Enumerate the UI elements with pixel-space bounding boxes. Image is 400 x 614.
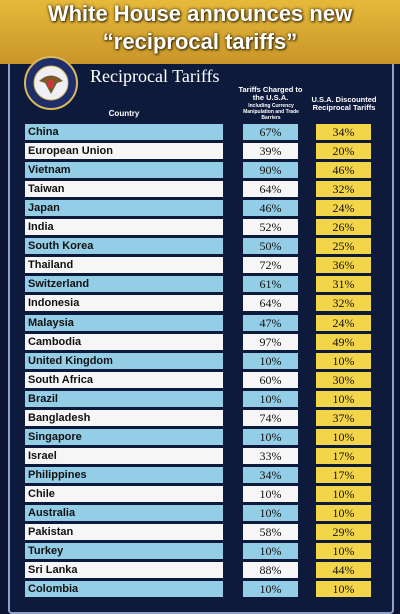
reciprocal-tariff-cell: 46% xyxy=(316,162,371,179)
country-cell: South Africa xyxy=(25,371,223,388)
reciprocal-tariff-cell: 29% xyxy=(316,524,371,541)
reciprocal-tariff-cell: 36% xyxy=(316,257,371,274)
country-cell: Taiwan xyxy=(25,181,223,198)
reciprocal-tariff-cell: 26% xyxy=(316,219,371,236)
tariff-charged-cell: 34% xyxy=(243,466,298,483)
tariff-charged-cell: 74% xyxy=(243,409,298,426)
reciprocal-tariff-cell: 20% xyxy=(316,143,371,160)
country-cell: Sri Lanka xyxy=(25,562,223,579)
reciprocal-tariff-cell: 31% xyxy=(316,276,371,293)
country-cell: South Korea xyxy=(25,238,223,255)
tariff-charged-cell: 46% xyxy=(243,200,298,217)
reciprocal-tariff-cell: 37% xyxy=(316,409,371,426)
reciprocal-tariff-cell: 32% xyxy=(316,295,371,312)
reciprocal-tariff-cell: 25% xyxy=(316,238,371,255)
country-cell: China xyxy=(25,124,223,140)
tariff-charged-cell: 60% xyxy=(243,371,298,388)
country-cell: Bangladesh xyxy=(25,409,223,426)
title-line: White House announces new xyxy=(47,1,353,26)
reciprocal-tariff-cell: 17% xyxy=(316,447,371,464)
reciprocal-tariff-cell: 34% xyxy=(316,124,371,140)
tariff-charged-cell: 97% xyxy=(243,333,298,350)
country-cell: Pakistan xyxy=(25,524,223,541)
panel-title: Reciprocal Tariffs xyxy=(90,66,220,86)
tariff-charged-cell: 58% xyxy=(243,524,298,541)
tariff-charged-cell: 39% xyxy=(243,143,298,160)
reciprocal-tariff-cell: 10% xyxy=(316,428,371,445)
country-cell: Turkey xyxy=(25,543,223,560)
tariff-charged-cell: 61% xyxy=(243,276,298,293)
country-cell: Australia xyxy=(25,505,223,521)
reciprocal-tariff-cell: 49% xyxy=(316,333,371,350)
tariff-charged-cell: 10% xyxy=(243,581,298,598)
tariff-charged-cell: 64% xyxy=(243,181,298,198)
tariff-charged-cell: 90% xyxy=(243,162,298,179)
reciprocal-tariff-cell: 10% xyxy=(316,505,371,521)
country-cell: India xyxy=(25,219,223,236)
country-cell: Japan xyxy=(25,200,223,217)
country-cell: Philippines xyxy=(25,466,223,483)
banner: White House announces new “reciprocal ta… xyxy=(0,0,400,64)
reciprocal-tariff-cell: 30% xyxy=(316,371,371,388)
reciprocal-tariff-cell: 10% xyxy=(316,352,371,369)
tariff-charged-cell: 64% xyxy=(243,295,298,312)
tariff-charged-cell: 10% xyxy=(243,428,298,445)
country-cell: Thailand xyxy=(25,257,223,274)
country-cell: Chile xyxy=(25,485,223,502)
tariff-charged-cell: 10% xyxy=(243,485,298,502)
reciprocal-tariff-cell: 44% xyxy=(316,562,371,579)
column-header: Country xyxy=(108,109,140,118)
reciprocal-tariff-cell: 17% xyxy=(316,466,371,483)
country-cell: Brazil xyxy=(25,390,223,407)
tariff-charged-cell: 10% xyxy=(243,505,298,521)
tariff-charged-cell: 10% xyxy=(243,390,298,407)
column-header: U.S.A. Discounted Reciprocal Tariffs xyxy=(311,95,377,112)
reciprocal-tariff-cell: 10% xyxy=(316,543,371,560)
reciprocal-tariff-cell: 10% xyxy=(316,485,371,502)
tariff-charged-cell: 72% xyxy=(243,257,298,274)
tariff-charged-cell: 47% xyxy=(243,314,298,331)
country-cell: Colombia xyxy=(25,581,223,598)
country-cell: Israel xyxy=(25,447,223,464)
country-cell: Vietnam xyxy=(25,162,223,179)
tariff-charged-cell: 50% xyxy=(243,238,298,255)
country-cell: Cambodia xyxy=(25,333,223,350)
country-cell: Singapore xyxy=(25,428,223,445)
tariff-charged-cell: 10% xyxy=(243,543,298,560)
title-line: “reciprocal tariffs” xyxy=(102,29,298,54)
country-cell: Switzerland xyxy=(25,276,223,293)
reciprocal-tariff-cell: 32% xyxy=(316,181,371,198)
reciprocal-tariff-cell: 24% xyxy=(316,314,371,331)
reciprocal-tariff-cell: 10% xyxy=(316,390,371,407)
country-cell: United Kingdom xyxy=(25,352,223,369)
tariff-charged-cell: 88% xyxy=(243,562,298,579)
column-header: Tariffs Charged to the U.S.A. xyxy=(238,85,303,102)
tariff-charged-cell: 52% xyxy=(243,219,298,236)
tariff-charged-cell: 33% xyxy=(243,447,298,464)
country-cell: Indonesia xyxy=(25,295,223,312)
country-cell: European Union xyxy=(25,143,223,160)
country-cell: Malaysia xyxy=(25,314,223,331)
reciprocal-tariff-cell: 24% xyxy=(316,200,371,217)
column-note: Including Currency Manipulation and Trad… xyxy=(243,103,299,121)
reciprocal-tariff-cell: 10% xyxy=(316,581,371,598)
tariff-charged-cell: 67% xyxy=(243,124,298,140)
seal xyxy=(24,56,78,110)
tariff-charged-cell: 10% xyxy=(243,352,298,369)
